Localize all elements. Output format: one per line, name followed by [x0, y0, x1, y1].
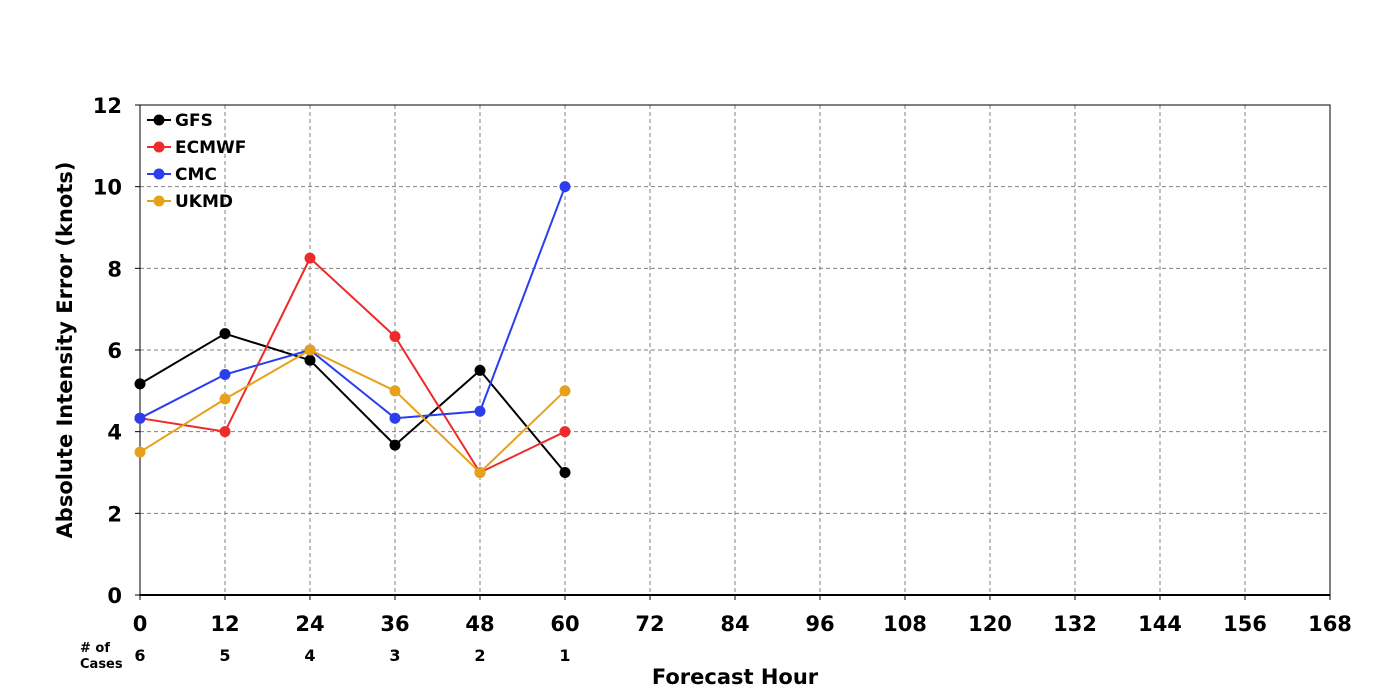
data-point	[134, 446, 146, 458]
data-point	[219, 328, 231, 340]
x-tick-label: 72	[635, 612, 664, 636]
case-count: 2	[474, 646, 485, 665]
legend-marker	[153, 168, 165, 180]
y-tick-label: 10	[93, 176, 122, 200]
case-count: 5	[219, 646, 230, 665]
y-axis-title: Absolute Intensity Error (knots)	[53, 162, 77, 539]
case-count: 3	[389, 646, 400, 665]
series-ukmd	[134, 344, 571, 478]
x-tick-label: 48	[465, 612, 494, 636]
legend-item-ukmd: UKMD	[147, 192, 233, 212]
x-tick-label: 108	[883, 612, 927, 636]
y-tick-label: 8	[107, 257, 122, 281]
data-point	[474, 364, 486, 376]
legend-marker	[153, 114, 165, 126]
data-point	[219, 426, 231, 438]
legend-label: UKMD	[175, 192, 233, 212]
legend-item-ecmwf: ECMWF	[147, 138, 246, 158]
data-point	[134, 412, 146, 424]
data-point	[304, 354, 316, 366]
case-count: 6	[134, 646, 145, 665]
legend: GFS ECMWF CMC UKMD	[147, 111, 246, 212]
x-tick-label: 144	[1138, 612, 1182, 636]
legend-label: CMC	[175, 165, 217, 185]
data-point	[389, 412, 401, 424]
cases-label: # of Cases	[80, 641, 123, 672]
x-axis-title: Forecast Hour	[652, 665, 819, 689]
data-point	[304, 252, 316, 264]
x-tick-label: 96	[805, 612, 834, 636]
legend-item-cmc: CMC	[147, 165, 217, 185]
y-tick-label: 4	[107, 421, 122, 445]
x-tick-label: 24	[295, 612, 324, 636]
data-point	[389, 331, 401, 343]
data-point	[219, 369, 231, 380]
y-tick-labels: 0 2 4 6 8 10 12	[93, 94, 140, 608]
case-count: 4	[304, 646, 315, 665]
data-point	[389, 439, 401, 451]
data-point	[559, 467, 571, 478]
data-point	[219, 393, 231, 405]
x-tick-label: 84	[720, 612, 749, 636]
y-tick-label: 2	[107, 502, 122, 526]
y-tick-label: 12	[93, 94, 122, 118]
data-point	[559, 181, 571, 193]
grid-lines	[140, 105, 1330, 595]
x-tick-label: 132	[1053, 612, 1097, 636]
series-cmc	[134, 181, 571, 424]
series-line	[139, 256, 566, 474]
x-tick-label: 60	[550, 612, 579, 636]
data-point	[559, 426, 571, 438]
case-count: 1	[559, 646, 570, 665]
data-point	[304, 344, 316, 356]
legend-marker	[153, 195, 165, 207]
legend-label: ECMWF	[175, 138, 246, 158]
y-tick-label: 6	[107, 339, 122, 363]
x-tick-label: 12	[210, 612, 239, 636]
x-tick-label: 120	[968, 612, 1012, 636]
data-point	[474, 467, 486, 478]
x-tick-labels: 0 12 24 36 48 60 72 84 96 108 120 132 144 156 168	[133, 595, 1352, 636]
x-tick-label: 156	[1223, 612, 1267, 636]
series-gfs	[134, 328, 571, 478]
legend-label: GFS	[175, 111, 213, 131]
data-point	[559, 385, 571, 397]
legend-item-gfs: GFS	[147, 111, 213, 131]
cases-row: # of Cases 6 5 4 3 2 1	[80, 641, 571, 672]
series-ecmwf	[134, 252, 571, 478]
y-tick-label: 0	[107, 584, 122, 608]
data-point	[389, 385, 401, 397]
x-tick-label: 0	[133, 612, 148, 636]
series-line	[139, 332, 566, 474]
x-tick-label: 168	[1308, 612, 1352, 636]
x-tick-label: 36	[380, 612, 409, 636]
data-point	[134, 378, 146, 390]
series-line	[139, 186, 566, 420]
series-lines	[134, 181, 571, 478]
data-point	[474, 405, 486, 417]
legend-marker	[153, 141, 165, 153]
series-line	[139, 348, 566, 474]
